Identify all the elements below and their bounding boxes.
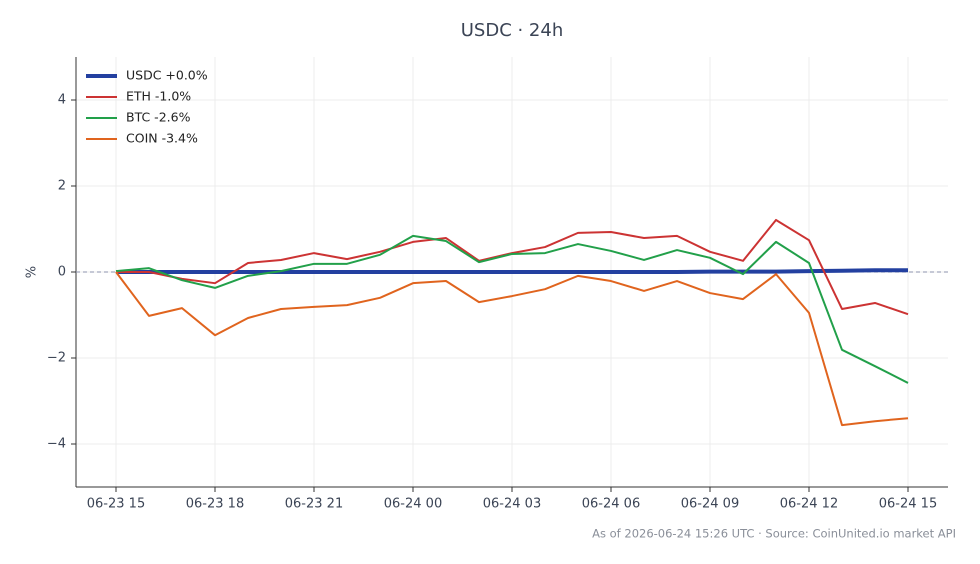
x-tick-label: 06-24 00 [384, 497, 442, 512]
legend-label: BTC -2.6% [126, 110, 191, 125]
line-series [116, 268, 908, 274]
x-tick-label: 06-24 09 [681, 497, 739, 512]
legend-label: USDC +0.0% [126, 68, 208, 83]
x-tick-label: 06-23 18 [186, 497, 244, 512]
legend-label: COIN -3.4% [126, 131, 198, 146]
x-tick-label: 06-24 06 [582, 497, 640, 512]
y-tick-label: −4 [47, 437, 66, 452]
x-tick-label: 06-23 15 [87, 497, 145, 512]
x-tick-label: 06-23 21 [285, 497, 343, 512]
x-tick-label: 06-24 03 [483, 497, 541, 512]
line-series [115, 234, 909, 384]
x-tick-label: 06-24 12 [780, 497, 838, 512]
line-series [115, 271, 909, 427]
chart-title: USDC · 24h [461, 20, 564, 41]
legend-label: ETH -1.0% [126, 89, 191, 104]
y-tick-label: 0 [58, 265, 66, 280]
y-tick-label: 4 [58, 93, 66, 108]
x-tick-label: 06-24 15 [879, 497, 937, 512]
footer: As of 2026-06-24 15:26 UTC · Source: Coi… [592, 527, 956, 541]
legend: USDC +0.0% ETH -1.0% BTC -2.6% COIN -3.4% [86, 68, 208, 146]
y-tick-label: −2 [47, 351, 66, 366]
y-tick-label: 2 [58, 179, 66, 194]
y-axis-label: % [25, 266, 40, 278]
